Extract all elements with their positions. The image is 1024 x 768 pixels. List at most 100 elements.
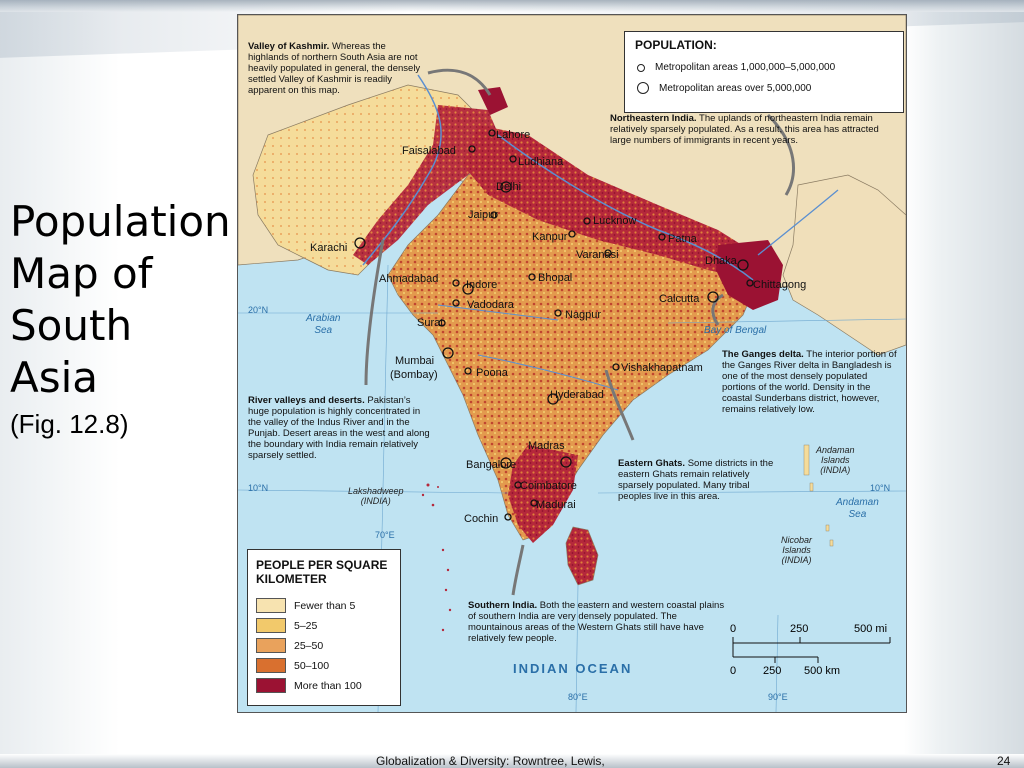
annotation-title: Northeastern India. [610,113,697,124]
density-label: More than 100 [294,679,362,692]
bangladesh [716,240,783,310]
city-label: Patna [668,233,697,245]
annotation-body: Whereas the highlands of northern South … [248,41,421,96]
annotation-title: The Ganges delta. [722,349,804,360]
city-label: Varanasi [576,249,619,261]
slide-title: Population Map of South Asia (Fig. 12.8) [10,196,260,444]
city-label: Faisalabad [402,145,456,157]
population-legend: POPULATION: Metropolitan areas 1,000,000… [624,31,904,113]
slide-footer: Globalization & Diversity: Rowntree, Lew… [376,754,605,768]
scale-km-label: 0 [730,665,737,677]
annotation-body: The interior portion of the Ganges River… [722,349,897,415]
ganges-river [497,134,754,281]
brahmaputra-river [757,189,839,256]
city-label: Lucknow [593,215,637,227]
population-legend-title: POPULATION: [635,38,717,52]
map-scale: 0 250 500 mi 0 250 500 km [730,623,900,693]
city-label: Dhaka [705,255,737,267]
island-label-line: Lakshadweep [348,486,404,496]
annotation-northeast: Northeastern India. The uplands of north… [610,113,900,146]
annotation-eastern-ghats: Eastern Ghats. Some districts in the eas… [618,458,778,502]
annotation-title: Eastern Ghats. [618,458,686,469]
coordinate-label: 10°N [248,483,269,493]
city-label: Vadodara [467,299,514,311]
annotation-body: Both the eastern and western coastal pla… [468,600,725,644]
latitude-10-line [238,489,509,494]
annotation-title: River valleys and deserts. [248,395,365,406]
coordinate-label: 90°E [768,692,788,702]
slide-background-top [0,0,1024,12]
slide-title-line: South [10,301,133,350]
island-label-andaman: Andaman Islands (INDIA) [816,445,855,475]
maldives-islands [441,548,452,632]
population-map: Lahore Faisalabad Ludhiana Delhi Jaipur … [237,14,907,713]
city-label: Nagpur [565,309,602,321]
island-label-line: (INDIA) [360,496,391,506]
page-number: 24 [997,754,1011,768]
island-label-line: Islands [782,545,811,555]
city-label: Chittagong [753,279,807,291]
longitude-80-line [575,584,579,712]
sea-label-line: Sea [848,509,867,520]
sea-label-andaman: Andaman Sea [836,497,879,521]
sea-label-bay-of-bengal: Bay of Bengal [704,325,767,336]
density-legend-item: 25–50 [256,638,323,653]
south-india-dense [508,445,578,543]
density-label: Fewer than 5 [294,599,356,612]
density-legend-item: 50–100 [256,658,329,673]
city-label: Mumbai [395,355,435,367]
sea-label-arabian: Arabian Sea [306,313,340,337]
scale-km-label: 250 [763,665,782,677]
density-legend-item: Fewer than 5 [256,598,355,613]
island-label-line: Islands [821,455,850,465]
city-label: Vishakhapatnam [621,362,703,374]
density-swatch [256,678,286,693]
population-legend-label: Metropolitan areas over 5,000,000 [659,82,812,94]
city-label: Delhi [496,181,522,193]
city-label: Karachi [310,242,348,254]
population-legend-item: Metropolitan areas over 5,000,000 [637,82,811,94]
slide-title-line: Map of [10,249,153,298]
city-label: Indore [466,279,498,291]
sea-label-line: Arabian [306,313,341,324]
annotation-river-valleys: River valleys and deserts. Pakistan’s hu… [248,395,433,461]
city-label: Madurai [536,499,576,511]
density-legend-item: More than 100 [256,678,362,693]
island-label-line: Andaman [816,445,855,455]
figure-reference: (Fig. 12.8) [10,409,129,439]
density-swatch [256,638,286,653]
coordinate-label: 10°N [870,483,891,493]
city-label: Coimbatore [520,480,577,492]
scale-km-label: 500 km [804,665,841,677]
scale-mi-label: 0 [730,623,737,635]
annotation-title: Valley of Kashmir. [248,41,330,52]
city-label: Poona [476,367,508,379]
slide-background-right [904,0,1024,768]
latitude-10-line-east [597,490,906,494]
nicobar-islands [825,524,834,547]
annotation-ganges-delta: The Ganges delta. The interior portion o… [722,349,898,415]
density-legend-title: PEOPLE PER SQUARE KILOMETER [256,558,388,586]
city-label: Calcutta [659,293,700,305]
city-label: Jaipur [468,209,498,221]
large-circle-icon [637,82,649,94]
density-label: 5–25 [294,619,318,632]
annotation-title: Southern India. [468,600,538,611]
ocean-label: INDIAN OCEAN [513,661,633,676]
island-label-nicobar: Nicobar Islands (INDIA) [781,535,812,565]
island-label-line: Nicobar [781,535,813,545]
kashmir-valley [478,87,508,115]
annotation-kashmir: Valley of Kashmir. Whereas the highlands… [248,41,423,96]
city-label: Ahmadabad [379,273,439,285]
density-swatch [256,658,286,673]
andaman-islands [803,444,814,492]
coordinate-label: 80°E [568,692,588,702]
city-label: Madras [528,440,565,452]
small-circle-icon [637,63,645,72]
population-legend-item: Metropolitan areas 1,000,000–5,000,000 [637,62,835,73]
city-label: Hyderabad [550,389,604,401]
city-label: Kanpur [532,231,568,243]
city-label: Cochin [464,513,499,525]
city-label: Ludhiana [518,156,564,168]
density-legend-item: 5–25 [256,618,317,633]
